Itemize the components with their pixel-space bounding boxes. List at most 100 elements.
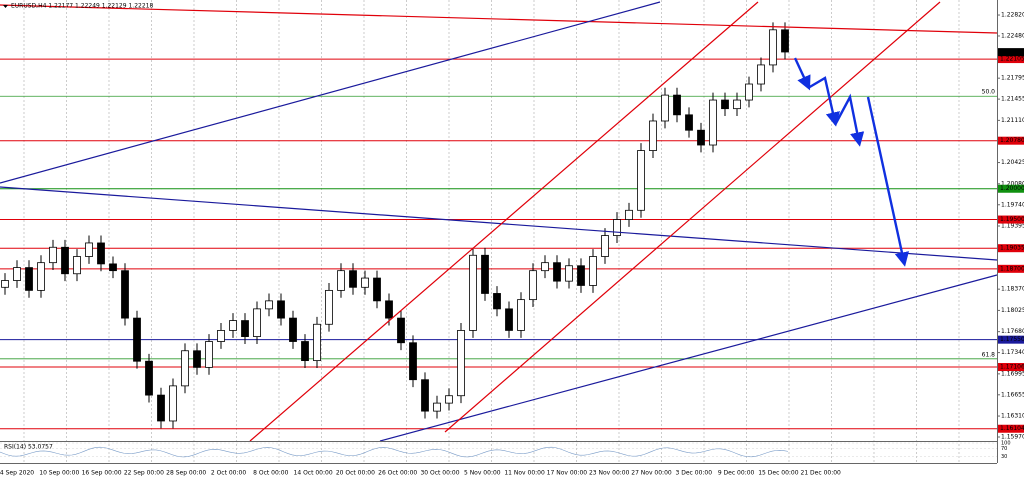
candle-body	[133, 317, 141, 362]
grid	[23, 0, 960, 463]
y-tick-label: 1.21795	[1001, 75, 1024, 82]
candle-body	[253, 308, 261, 337]
candle-body	[517, 299, 525, 331]
candle-body	[37, 262, 45, 291]
fib-label: 61.8	[982, 351, 996, 358]
candles	[1, 22, 789, 429]
candle-body	[577, 265, 585, 286]
candle-body	[637, 150, 645, 211]
candle-body	[229, 320, 237, 331]
x-tick-label: 10 Sep 00:00	[39, 470, 79, 477]
symbol-icon	[3, 5, 8, 8]
candle-body	[625, 209, 633, 220]
level-label: 1.19500	[1000, 216, 1024, 223]
candle-body	[169, 385, 177, 422]
candle-body	[157, 394, 165, 422]
y-tick-label: 1.22820	[1001, 12, 1024, 19]
candle-body	[217, 330, 225, 342]
y-tick-label: 1.18370	[1001, 286, 1024, 293]
rsi-line	[0, 446, 789, 458]
candle-body	[325, 289, 333, 325]
x-tick-label: 22 Sep 00:00	[124, 470, 164, 477]
candle-body	[457, 330, 465, 397]
candle-body	[733, 99, 741, 110]
y-tick-label: 1.20080	[1001, 180, 1024, 187]
price-axis: 1.22820 1.22480 1.21795 1.21455 1.21110 1.204…	[997, 12, 1024, 440]
candle-body	[541, 262, 549, 272]
x-tick-label: 8 Oct 00:00	[253, 470, 288, 477]
candle-body	[241, 320, 249, 337]
candle-body	[661, 94, 669, 122]
level-box	[998, 55, 1024, 64]
candle-body	[757, 64, 765, 85]
candle-body	[649, 120, 657, 151]
y-tick-label: 1.22480	[1001, 32, 1024, 39]
x-tick-label: 28 Sep 00:00	[166, 470, 206, 477]
trendline	[444, 1, 941, 433]
current-price-label: 1.22218	[1000, 49, 1024, 56]
candle-body	[181, 350, 189, 387]
level-label: 1.20780	[1000, 137, 1024, 144]
x-tick-label: 11 Nov 00:00	[504, 470, 545, 477]
x-tick-label: 17 Nov 00:00	[547, 470, 588, 477]
trendline	[379, 274, 998, 442]
candle-body	[565, 265, 573, 282]
candle-body	[49, 246, 57, 264]
y-tick-label: 1.18025	[1001, 307, 1024, 314]
arrow	[807, 76, 840, 127]
candle-body	[1, 280, 9, 288]
trendline	[249, 1, 759, 442]
level-box	[998, 244, 1024, 253]
candle-body	[385, 300, 393, 319]
x-tick-label: 14 Oct 00:00	[294, 470, 333, 477]
arrow	[833, 93, 865, 147]
x-tick-label: 27 Nov 00:00	[631, 470, 672, 477]
trendlines	[0, 1, 998, 442]
candle-body	[349, 270, 357, 288]
level-box	[998, 335, 1024, 344]
candle-body	[361, 277, 369, 288]
candle-body	[493, 293, 501, 310]
candle-body	[469, 254, 477, 331]
y-tick-label: 1.16995	[1001, 370, 1024, 377]
candle-body	[697, 129, 705, 146]
level-box	[998, 184, 1024, 193]
x-tick-label: 9 Dec 00:00	[718, 470, 755, 477]
level-box	[998, 363, 1024, 372]
candle-body	[397, 317, 405, 344]
level-label: 1.18700	[1000, 265, 1024, 272]
level-label: 1.22105	[1000, 56, 1024, 63]
candle-body	[613, 219, 621, 236]
candle-body	[529, 270, 537, 301]
candle-body	[277, 300, 285, 319]
candle-body	[589, 256, 597, 286]
candle-body	[97, 242, 105, 265]
candle-body	[205, 341, 213, 368]
candle-body	[313, 323, 321, 362]
candle-body	[601, 235, 609, 257]
x-tick-label: 16 Sep 00:00	[82, 470, 122, 477]
level-label: 1.17550	[1000, 336, 1024, 343]
candle-body	[673, 94, 681, 116]
level-label: 1.20000	[1000, 185, 1024, 192]
x-tick-label: 30 Oct 00:00	[420, 470, 459, 477]
candle-body	[685, 114, 693, 131]
trendline	[0, 1, 661, 184]
x-tick-label: 2 Oct 00:00	[211, 470, 246, 477]
level-label: 1.16104	[1000, 425, 1024, 432]
candle-body	[373, 277, 381, 302]
forecast-arrows	[793, 57, 909, 267]
candle-body	[421, 379, 429, 412]
rsi-tick-label: 70	[1001, 446, 1007, 452]
y-tick-label: 1.19395	[1001, 223, 1024, 230]
candle-body	[73, 256, 81, 275]
y-tick-label: 1.16310	[1001, 413, 1024, 420]
candle-body	[25, 267, 33, 291]
y-tick-label: 1.21110	[1001, 117, 1024, 124]
level-box	[998, 215, 1024, 224]
x-tick-label: 3 Dec 00:00	[676, 470, 713, 477]
rsi-tick-label: 30	[1001, 454, 1007, 460]
candle-body	[337, 270, 345, 291]
candle-body	[121, 270, 129, 319]
